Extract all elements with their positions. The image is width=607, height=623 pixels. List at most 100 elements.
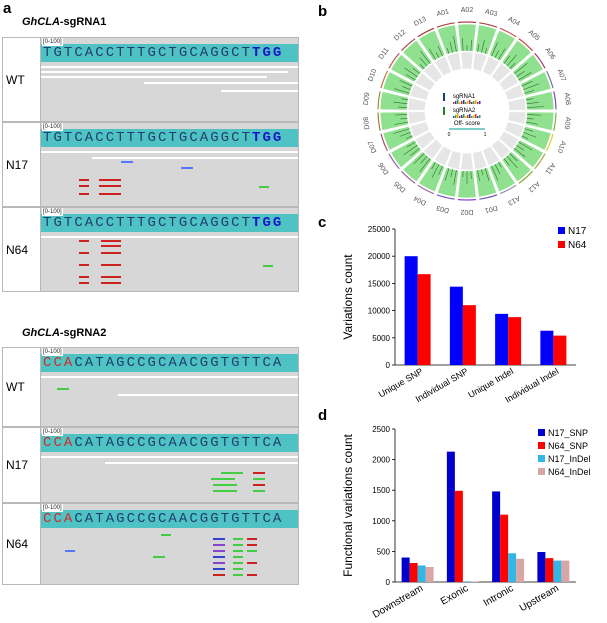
offscore-scale-bar <box>449 128 485 130</box>
panel-c-letter: c <box>318 214 327 231</box>
chromosome-label: D10 <box>367 68 378 83</box>
sgrna1-track-n17: [0-100] TGTCACCTTTGCTGCAGGCTTGG <box>41 123 298 206</box>
offscore-scale-max: 1 <box>484 132 487 138</box>
off-target-tick <box>453 36 457 52</box>
sgrna2-row-n64: N64 [0-100] CCACATAGCCGCAACGGTGTTCA <box>2 503 299 585</box>
off-target-tick <box>420 50 431 64</box>
off-target-tick <box>437 46 443 57</box>
chromosome-band <box>544 69 555 90</box>
off-target-tick <box>438 165 443 176</box>
pam-text: CCA <box>43 435 75 451</box>
legend-swatch <box>538 468 545 475</box>
chromosome-label: D05 <box>393 179 407 193</box>
chromosome-band <box>399 169 417 185</box>
bar <box>500 514 509 582</box>
reference-sequence: CCACATAGCCGCAACGGTGTTCA <box>41 354 298 372</box>
pam-text: CCA <box>43 355 75 371</box>
sgrna2-row-label-wt: WT <box>3 348 41 426</box>
chromosome-band <box>456 20 478 24</box>
off-target-tick <box>453 170 457 185</box>
off-target-tick <box>401 98 409 101</box>
chromosome-band <box>376 111 382 132</box>
y-tick-label: 2000 <box>372 456 390 465</box>
chromosome-band <box>533 152 547 171</box>
off-target-tick <box>513 63 528 75</box>
chromosome-band <box>376 90 382 111</box>
off-target-ring-segment <box>457 170 477 199</box>
legend-swatch <box>538 429 545 436</box>
chromosome-label: A09 <box>563 117 571 130</box>
gc-ring-segment <box>409 121 431 139</box>
sgrna2-row-n17: N17 [0-100] CCACATAGCCGCAACGGTGTTCA <box>2 427 299 503</box>
chromosome-band <box>552 90 558 111</box>
off-target-tick <box>431 163 440 178</box>
sequence-logo-bar <box>469 114 471 118</box>
reference-sequence: CCACATAGCCGCAACGGTGTTCA <box>41 510 298 528</box>
chromosome-band <box>478 21 499 29</box>
pam-text: CCA <box>43 511 75 527</box>
sequence-logo-bar <box>463 100 465 104</box>
off-target-ring-segment <box>488 29 516 62</box>
sequence-logo-bar <box>457 114 459 118</box>
chromosome-label: D12 <box>393 29 407 43</box>
reference-sequence: TGTCACCTTTGCTGCAGGCTTGG <box>41 214 298 232</box>
off-target-tick <box>394 88 410 94</box>
bar <box>492 491 501 582</box>
off-target-tick <box>393 128 410 134</box>
y-axis-label: Functional variations count <box>341 433 355 576</box>
gc-ring-segment <box>407 111 427 125</box>
y-tick-label: 0 <box>386 361 391 370</box>
sequence-text: CATAGCCGCAACGGTGTTCA <box>74 355 284 371</box>
reference-sequence: CCACATAGCCGCAACGGTGTTCA <box>41 434 298 452</box>
bar <box>401 557 410 582</box>
bar <box>561 560 570 582</box>
chromosome-label: A05 <box>527 29 541 43</box>
chromosome-band <box>387 152 401 171</box>
off-target-ring-segment <box>511 53 545 83</box>
sequence-logo-bar <box>473 115 475 118</box>
range-label: [0-100] <box>42 428 63 436</box>
sgrna1-title-rest: -sgRNA1 <box>59 16 107 28</box>
off-target-tick <box>497 162 502 168</box>
sgrna2-row-label-n17: N17 <box>3 428 41 502</box>
off-target-tick <box>477 170 480 181</box>
off-target-tick <box>521 135 529 139</box>
chromosome-label: A01 <box>436 8 450 18</box>
gc-ring-segment <box>407 97 427 111</box>
gc-ring-segment <box>472 149 488 170</box>
legend-label: N17 <box>568 226 587 237</box>
off-target-tick <box>518 72 532 81</box>
range-label: [0-100] <box>42 38 63 46</box>
legend-label: N17_SNP <box>548 428 588 438</box>
sgrna1-title-gene: GhCLA <box>22 16 60 28</box>
bar <box>404 256 418 365</box>
chromosome-label: D11 <box>378 47 391 61</box>
sequence-logo-bar <box>479 115 481 118</box>
off-target-tick <box>526 114 541 116</box>
off-target-tick <box>400 117 408 120</box>
y-tick-label: 1500 <box>372 486 390 495</box>
gc-ring-segment <box>422 138 444 160</box>
sgrna2-track-n64: [0-100] CCACATAGCCGCAACGGTGTTCA <box>41 504 298 584</box>
off-target-tick <box>405 74 416 81</box>
off-target-tick <box>412 68 421 75</box>
sequence-logo-bar <box>475 100 477 104</box>
sequence-logo-bar <box>469 100 471 104</box>
off-target-ring-segment <box>457 23 477 52</box>
bar <box>495 313 509 365</box>
gc-ring-segment <box>481 55 501 77</box>
off-target-tick <box>522 131 537 138</box>
off-target-tick <box>419 158 431 172</box>
bar <box>540 330 554 365</box>
gc-ring-segment <box>498 130 520 151</box>
reference-sequence: TGTCACCTTTGCTGCAGGCTTGG <box>41 44 298 62</box>
chromosome-label: A12 <box>527 180 541 194</box>
chromosome-label: A02 <box>461 7 474 14</box>
legend-label: N17_InDel <box>548 454 591 464</box>
off-target-ring-segment <box>389 139 423 169</box>
sequence-logo-bar <box>477 116 479 118</box>
offscore-scale-min: 0 <box>448 132 451 138</box>
sgrna2-title-rest: -sgRNA2 <box>59 327 107 339</box>
